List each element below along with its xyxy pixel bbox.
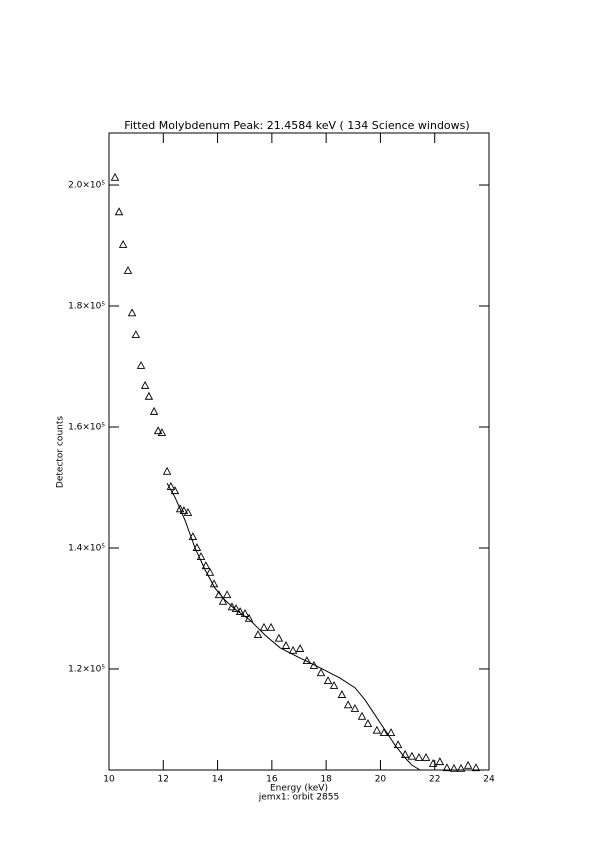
y-tick-label: 1.2×10⁵ — [68, 664, 105, 674]
fit-line — [166, 483, 421, 771]
x-tick-label: 12 — [158, 775, 169, 785]
y-tick-label: 1.6×10⁵ — [68, 423, 105, 433]
data-point — [131, 330, 141, 338]
data-point — [329, 680, 339, 689]
data-point — [110, 172, 120, 181]
data-point — [363, 719, 373, 727]
data-point — [449, 763, 459, 772]
data-point — [414, 752, 424, 761]
data-point — [149, 406, 159, 415]
subtitle: jemx1: orbit 2855 — [258, 793, 339, 803]
x-tick-label: 18 — [320, 775, 332, 785]
data-point — [435, 757, 445, 766]
data-point — [222, 590, 232, 599]
data-point — [123, 265, 133, 274]
data-point — [253, 630, 263, 639]
data-point — [140, 380, 150, 389]
data-point — [175, 504, 185, 513]
data-point — [350, 703, 360, 712]
data-point — [463, 760, 473, 769]
plot-frame — [108, 132, 490, 771]
data-point — [227, 602, 237, 611]
x-tick-label: 16 — [266, 775, 278, 785]
data-point — [316, 668, 326, 677]
data-point — [144, 391, 154, 400]
data-point — [259, 622, 269, 631]
data-point — [407, 751, 417, 760]
data-point — [386, 728, 396, 737]
data-point — [323, 676, 333, 685]
data-point — [205, 567, 215, 576]
data-point — [136, 360, 146, 369]
data-point — [337, 690, 347, 698]
data-point — [357, 711, 367, 720]
data-point — [118, 239, 128, 248]
data-point — [295, 644, 305, 652]
data-point — [428, 759, 438, 767]
x-tick-label: 22 — [429, 775, 440, 785]
data-point — [127, 308, 137, 317]
x-tick-label: 20 — [375, 775, 387, 785]
data-point — [183, 507, 193, 516]
data-point — [471, 763, 481, 772]
chart-title: Fitted Molybdenum Peak: 21.4584 keV ( 13… — [124, 119, 469, 132]
data-point — [266, 622, 276, 631]
x-tick-label: 14 — [212, 775, 224, 785]
data-point — [170, 486, 180, 495]
data-point — [442, 763, 452, 772]
data-point — [421, 752, 431, 761]
x-tick-label: 10 — [103, 775, 115, 785]
data-point — [343, 700, 353, 709]
data-point — [114, 207, 124, 216]
data-point — [274, 633, 284, 642]
data-point — [162, 466, 172, 475]
x-axis-label: Energy (keV) — [270, 784, 328, 794]
data-point — [379, 728, 389, 737]
data-point — [393, 740, 403, 749]
y-tick-label: 2.0×10⁵ — [68, 181, 105, 191]
y-tick-label: 1.8×10⁵ — [68, 302, 105, 312]
data-point — [157, 428, 167, 436]
data-point — [218, 596, 228, 605]
data-point — [456, 763, 466, 772]
data-point — [179, 506, 189, 515]
data-point — [153, 426, 163, 435]
y-axis-label: Detector counts — [56, 416, 66, 488]
y-tick-label: 1.4×10⁵ — [68, 543, 105, 553]
x-tick-label: 24 — [483, 775, 495, 785]
data-point — [372, 725, 382, 734]
data-point — [281, 641, 291, 649]
data-point — [201, 561, 211, 570]
data-point — [288, 645, 298, 654]
